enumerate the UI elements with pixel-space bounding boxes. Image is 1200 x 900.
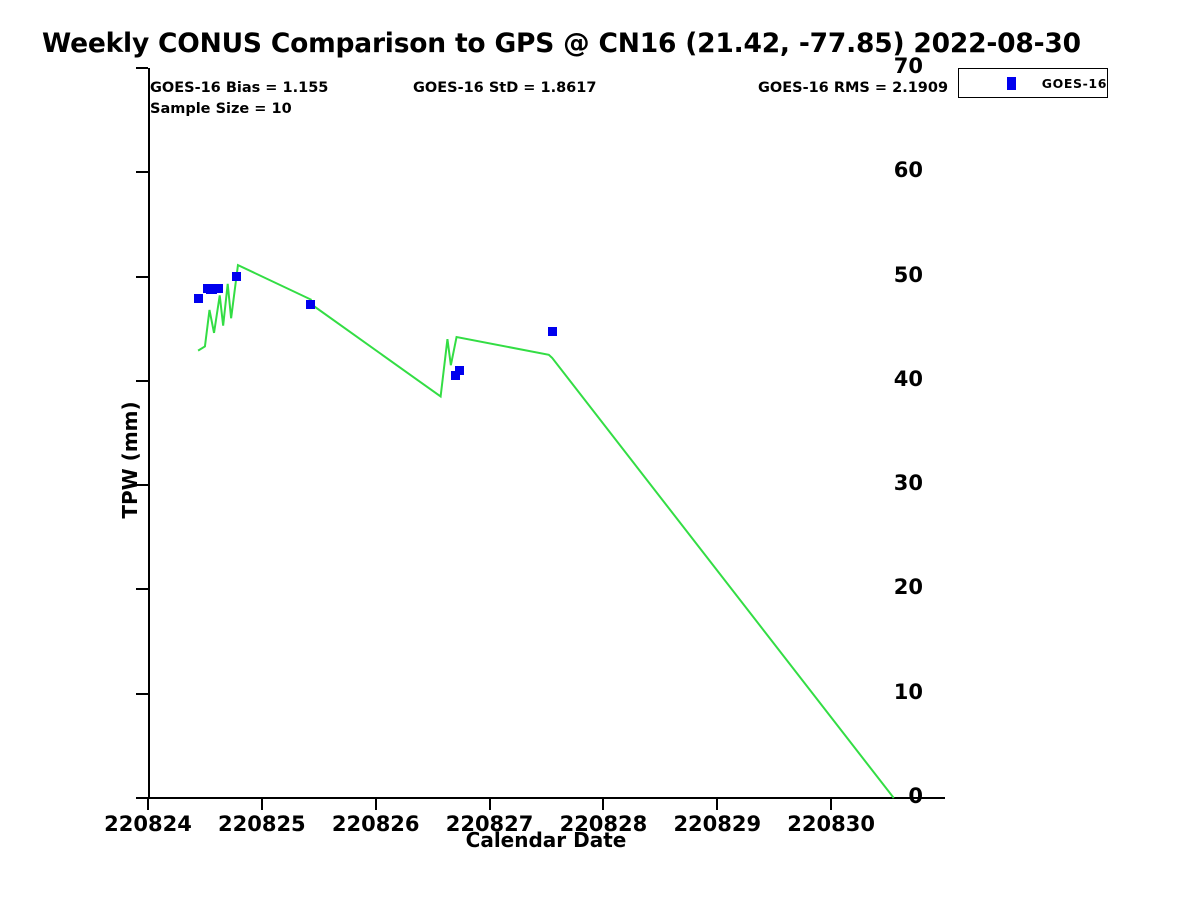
y-tick	[136, 692, 148, 695]
y-tick	[136, 171, 148, 174]
data-point-marker	[455, 365, 465, 375]
data-point-marker	[450, 371, 460, 381]
y-tick-label: 10	[893, 679, 923, 704]
y-tick-label: 20	[893, 575, 923, 600]
page-title: Weekly CONUS Comparison to GPS @ CN16 (2…	[42, 28, 1081, 59]
y-tick	[136, 275, 148, 278]
data-point-marker	[214, 283, 224, 293]
gps-line-series	[197, 263, 895, 799]
x-tick-label: 220825	[218, 812, 306, 836]
y-tick-label: 70	[893, 54, 923, 78]
legend-swatch-goes16-icon	[1007, 76, 1016, 90]
x-axis-line	[148, 797, 945, 799]
x-tick-label: 220829	[673, 812, 762, 836]
x-tick-label: 220827	[445, 812, 534, 836]
x-tick	[716, 798, 719, 810]
stat-bias: GOES-16 Bias = 1.155	[150, 80, 329, 96]
y-tick-label: 40	[893, 366, 923, 391]
gps-line	[197, 263, 895, 799]
x-tick	[830, 798, 833, 810]
x-tick-label: 220826	[331, 812, 420, 836]
x-tick	[147, 798, 149, 810]
stat-sample-size: Sample Size = 10	[150, 101, 292, 117]
legend: GOES-16	[958, 68, 1108, 98]
data-point-marker	[193, 293, 203, 303]
y-tick	[136, 379, 148, 382]
x-tick-label: 220830	[787, 812, 875, 836]
y-axis-title: TPW (mm)	[118, 401, 142, 519]
y-tick	[136, 484, 148, 487]
y-tick-label: 30	[893, 471, 923, 496]
x-tick-label: 220828	[559, 812, 648, 836]
x-axis-title: Calendar Date	[465, 828, 627, 852]
data-point-marker	[306, 300, 316, 310]
y-tick	[136, 67, 148, 69]
stat-std: GOES-16 StD = 1.8617	[413, 80, 597, 96]
y-tick-label: 50	[893, 262, 923, 287]
data-point-marker	[547, 327, 557, 337]
legend-label-goes16: GOES-16	[1041, 75, 1107, 91]
y-tick	[136, 797, 148, 799]
x-tick	[374, 798, 377, 810]
x-tick	[488, 798, 491, 810]
y-axis-line	[148, 68, 150, 799]
y-tick-label: 0	[908, 784, 923, 808]
data-point-marker	[232, 272, 242, 282]
x-tick-label: 220824	[104, 812, 192, 836]
x-tick	[602, 798, 605, 810]
y-tick	[136, 588, 148, 591]
y-tick-label: 60	[893, 158, 923, 183]
stat-rms: GOES-16 RMS = 2.1909	[758, 80, 949, 96]
plot-area: TPW (mm) Calendar Date 0 10 20 30 40 50 60 70 2…	[104, 54, 1108, 852]
x-tick	[260, 798, 263, 810]
